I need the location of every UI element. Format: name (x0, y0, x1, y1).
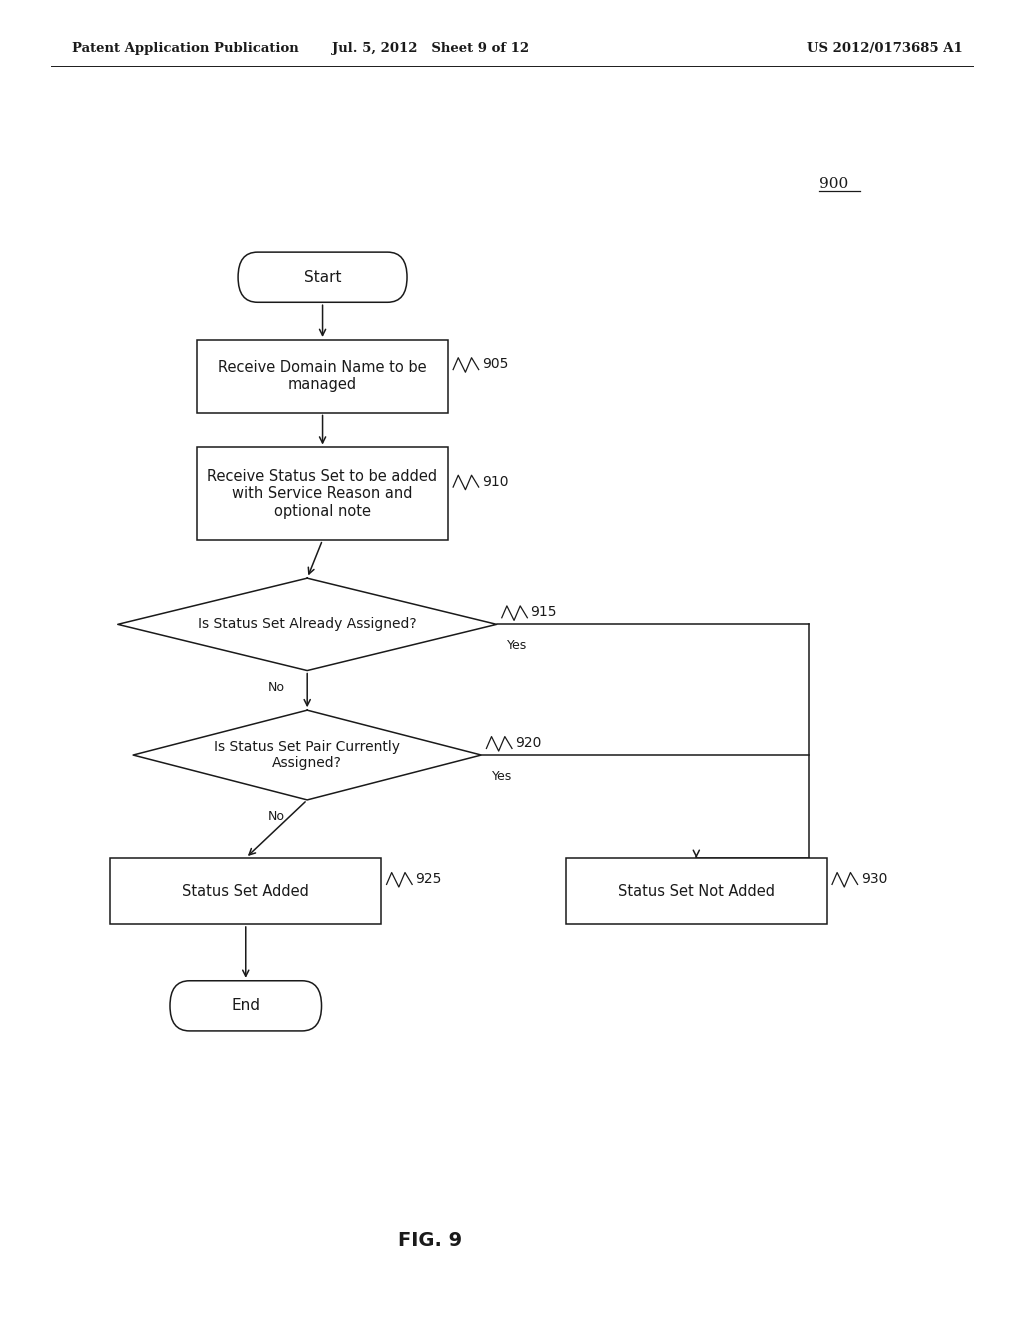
Text: FIG. 9: FIG. 9 (398, 1232, 462, 1250)
Text: Yes: Yes (492, 770, 512, 783)
Text: 910: 910 (482, 475, 508, 488)
Text: 930: 930 (861, 873, 887, 886)
FancyBboxPatch shape (170, 981, 322, 1031)
FancyBboxPatch shape (238, 252, 407, 302)
FancyBboxPatch shape (197, 447, 449, 540)
Text: 915: 915 (530, 606, 557, 619)
Text: 905: 905 (482, 358, 508, 371)
Polygon shape (118, 578, 497, 671)
Text: Receive Domain Name to be
managed: Receive Domain Name to be managed (218, 360, 427, 392)
Text: 925: 925 (416, 873, 441, 886)
Text: Yes: Yes (507, 639, 527, 652)
Polygon shape (133, 710, 481, 800)
FancyBboxPatch shape (110, 858, 381, 924)
Text: No: No (268, 810, 285, 824)
Text: Is Status Set Already Assigned?: Is Status Set Already Assigned? (198, 618, 417, 631)
Text: No: No (268, 681, 285, 694)
FancyBboxPatch shape (565, 858, 827, 924)
Text: Start: Start (304, 269, 341, 285)
Text: 920: 920 (515, 737, 542, 750)
Text: Patent Application Publication: Patent Application Publication (72, 42, 298, 55)
Text: Status Set Added: Status Set Added (182, 883, 309, 899)
Text: End: End (231, 998, 260, 1014)
Text: Is Status Set Pair Currently
Assigned?: Is Status Set Pair Currently Assigned? (214, 741, 400, 770)
Text: Receive Status Set to be added
with Service Reason and
optional note: Receive Status Set to be added with Serv… (208, 469, 437, 519)
Text: 900: 900 (819, 177, 849, 191)
Text: Status Set Not Added: Status Set Not Added (617, 883, 775, 899)
Text: Jul. 5, 2012   Sheet 9 of 12: Jul. 5, 2012 Sheet 9 of 12 (332, 42, 528, 55)
FancyBboxPatch shape (197, 339, 449, 412)
Text: US 2012/0173685 A1: US 2012/0173685 A1 (807, 42, 963, 55)
